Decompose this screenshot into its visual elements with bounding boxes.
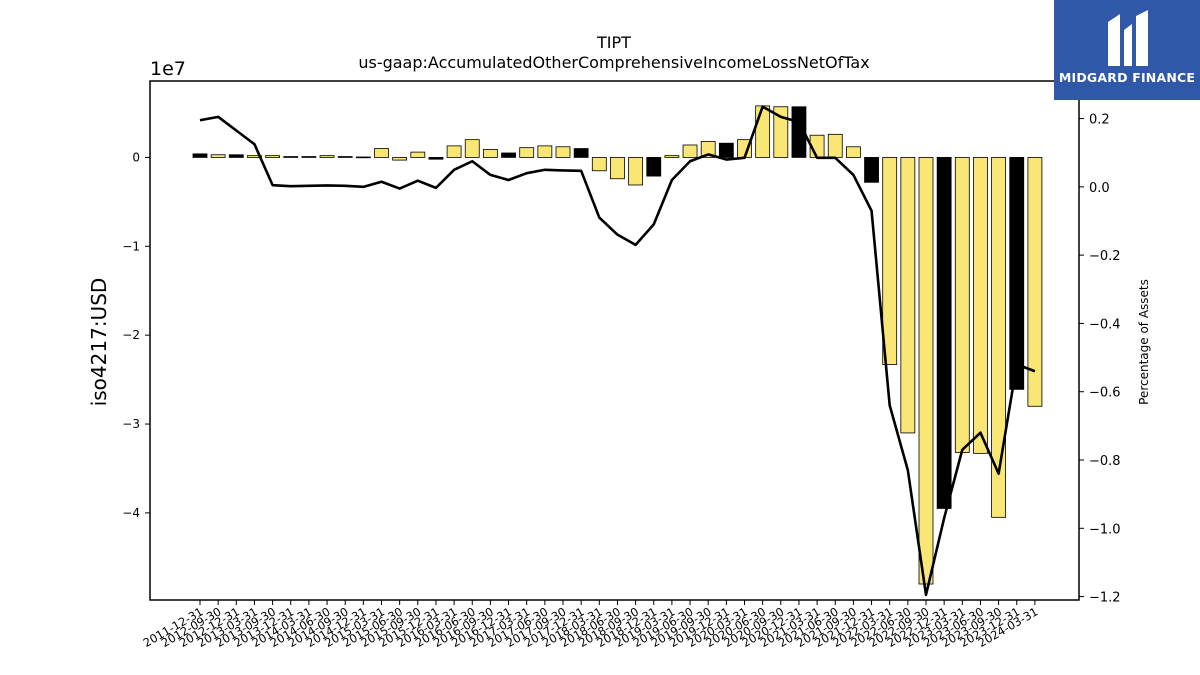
bar-2014-12-31 xyxy=(355,156,371,159)
bar-2021-06-30 xyxy=(827,133,843,158)
logo-mark-icon xyxy=(1108,10,1148,66)
bar-2012-12-31 xyxy=(228,154,244,158)
bar-2019-09-30 xyxy=(700,141,716,158)
bar-2015-12-31 xyxy=(428,157,444,160)
y-tick-label: −4 xyxy=(122,506,140,520)
bar-2016-12-31 xyxy=(501,152,516,158)
bar-2017-12-31 xyxy=(573,148,589,158)
bar-2018-03-31 xyxy=(591,157,607,172)
bar-2015-06-30 xyxy=(392,157,408,161)
bar-2022-12-31 xyxy=(936,157,952,509)
chart-title: TIPT xyxy=(596,33,631,52)
bar-2021-09-30 xyxy=(846,146,861,158)
y2-tick-label: −0.6 xyxy=(1089,386,1121,401)
bar-2022-03-31 xyxy=(882,157,898,365)
bar-2015-03-31 xyxy=(374,148,389,158)
bar-2014-06-30 xyxy=(319,155,335,158)
y2-tick-label: 0.2 xyxy=(1089,113,1110,128)
bar-2012-09-30 xyxy=(210,154,226,158)
y2-axis-label: Percentage of Assets xyxy=(1137,279,1151,405)
bar-2023-03-31 xyxy=(954,157,970,453)
bar-2022-09-30 xyxy=(918,157,934,585)
line-group xyxy=(199,105,1036,597)
bar-2023-09-30 xyxy=(991,157,1006,518)
bar-2022-06-30 xyxy=(900,157,916,434)
y-tick-label: −3 xyxy=(122,417,140,431)
percentage-of-assets-line xyxy=(199,105,1036,597)
y2-tick-label: 0.0 xyxy=(1089,181,1110,196)
y-tick-label: 0 xyxy=(132,150,140,164)
bar-2018-06-30 xyxy=(610,157,625,180)
y2-tick-label: −0.4 xyxy=(1089,317,1121,332)
bar-2016-09-30 xyxy=(482,149,498,158)
bar-2016-03-31 xyxy=(446,145,462,158)
y-axis-label: iso4217:USD xyxy=(87,278,111,407)
bar-2017-03-31 xyxy=(519,147,535,158)
bar-2017-06-30 xyxy=(537,145,553,158)
y2-tick-label: −0.2 xyxy=(1089,249,1121,264)
bar-2016-06-30 xyxy=(464,139,480,158)
bar-2013-09-30 xyxy=(265,155,281,158)
bar-2019-06-30 xyxy=(682,144,698,158)
y2-tick-label: −0.8 xyxy=(1089,454,1121,469)
bar-2020-06-30 xyxy=(755,105,771,158)
plot-frame xyxy=(149,80,1080,601)
bar-2020-12-31 xyxy=(791,106,807,158)
bar-2023-06-30 xyxy=(973,157,988,454)
logo-text: MIDGARD FINANCE xyxy=(1058,70,1196,85)
y-offset-label: 1e7 xyxy=(150,58,186,80)
bar-2013-12-31 xyxy=(283,156,299,158)
midgard-finance-logo: MIDGARD FINANCE xyxy=(1054,0,1200,100)
bar-2013-03-31 xyxy=(247,155,262,158)
axes-group: −4−3−2−10−1.2−1.0−0.8−0.6−0.4−0.20.00.22… xyxy=(122,113,1120,650)
bar-2021-12-31 xyxy=(864,157,879,183)
bar-2023-12-31 xyxy=(1009,157,1025,390)
bar-2018-12-31 xyxy=(646,157,662,177)
y2-tick-label: −1.0 xyxy=(1089,522,1121,537)
bar-2017-09-30 xyxy=(555,146,571,158)
bar-2024-03-31 xyxy=(1027,157,1043,407)
bar-2011-12-31 xyxy=(192,153,208,158)
bar-2015-09-30 xyxy=(410,151,426,158)
bar-2019-03-31 xyxy=(664,155,680,158)
bar-2020-09-30 xyxy=(773,106,789,158)
bar-2014-03-31 xyxy=(301,156,317,158)
y-tick-label: −2 xyxy=(122,328,140,342)
chart-subtitle: us-gaap:AccumulatedOtherComprehensiveInc… xyxy=(358,53,869,72)
y-tick-label: −1 xyxy=(122,239,140,253)
bar-2019-12-31 xyxy=(718,142,734,158)
y2-tick-label: −1.2 xyxy=(1089,591,1121,606)
bar-2014-09-30 xyxy=(337,156,353,158)
bars-group xyxy=(192,105,1043,585)
bar-2018-09-30 xyxy=(628,157,643,186)
